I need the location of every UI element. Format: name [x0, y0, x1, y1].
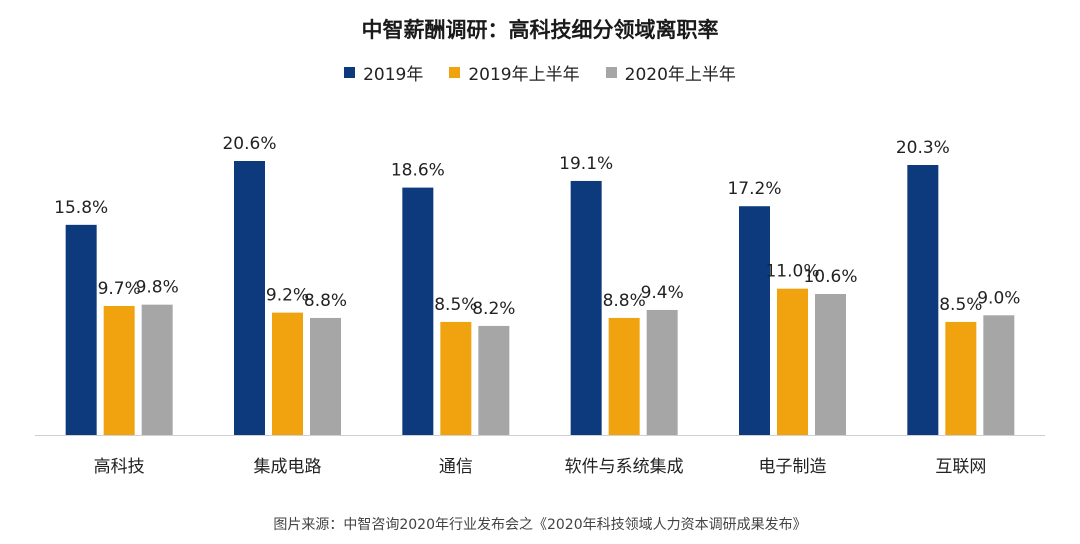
data-label-2019-h1-5: 11.0% — [765, 262, 819, 282]
bar-2020-h1-4 — [646, 309, 678, 435]
data-label-2020-h1-6: 9.0% — [977, 288, 1020, 308]
legend-swatch-2019-h1 — [449, 67, 461, 78]
data-label-2019-2: 20.6% — [222, 134, 276, 154]
bar-2019-h1-1 — [103, 305, 135, 435]
bar-2020-h1-6 — [983, 315, 1015, 435]
data-label-2020-h1-1: 9.8% — [136, 278, 179, 298]
bar-2019-h1-2 — [272, 312, 303, 435]
bar-2019-4 — [570, 180, 602, 435]
chart-title: 中智薪酬调研：高科技细分领域离职率 — [361, 18, 719, 42]
bar-2020-h1-5 — [815, 294, 846, 435]
bar-2019-6 — [907, 164, 939, 435]
bar-2019-2 — [234, 161, 265, 435]
bar-2019-h1-3 — [440, 321, 472, 435]
category-label-2: 集成电路 — [254, 457, 322, 477]
data-label-2019-h1-6: 8.5% — [939, 295, 982, 315]
data-label-2019-h1-3: 8.5% — [434, 295, 477, 315]
data-label-2019-h1-4: 8.8% — [603, 291, 646, 311]
bar-2020-h1-2 — [310, 317, 341, 435]
data-label-2019-5: 17.2% — [727, 179, 781, 199]
bar-2019-h1-4 — [608, 317, 640, 435]
data-label-2020-h1-5: 10.6% — [803, 267, 857, 287]
legend-swatch-2019 — [344, 67, 356, 78]
category-label-3: 通信 — [439, 457, 473, 477]
legend-label-2020-h1: 2020年上半年 — [624, 65, 736, 85]
data-label-2019-3: 18.6% — [391, 161, 445, 181]
category-label-6: 互联网 — [935, 457, 986, 477]
legend-item-2020-h1: 2020年上半年 — [605, 60, 736, 85]
legend-label-2019: 2019年 — [363, 65, 424, 85]
bar-2019-1 — [65, 224, 97, 435]
chart-legend: 2019年 2019年上半年 2020年上半年 — [0, 60, 1080, 85]
data-label-2020-h1-4: 9.4% — [641, 283, 684, 303]
data-label-2020-h1-2: 8.8% — [304, 291, 347, 311]
source-note: 图片来源：中智咨询2020年行业发布会之《2020年科技领域人力资本调研成果发布… — [273, 517, 807, 533]
data-label-2019-h1-2: 9.2% — [266, 286, 309, 306]
category-label-1: 高科技 — [94, 457, 145, 477]
legend-item-2019: 2019年 — [344, 60, 423, 85]
bar-2020-h1-1 — [141, 304, 173, 435]
bar-2019-h1-5 — [777, 288, 808, 435]
data-label-2020-h1-3: 8.2% — [472, 299, 515, 319]
bar-2019-h1-6 — [945, 321, 977, 435]
category-label-4: 软件与系统集成 — [565, 457, 684, 477]
data-label-2019-4: 19.1% — [559, 154, 613, 174]
bar-2020-h1-3 — [478, 325, 510, 435]
legend-swatch-2020-h1 — [605, 67, 617, 78]
data-label-2019-6: 20.3% — [896, 138, 950, 158]
bar-2019-5 — [739, 206, 770, 435]
data-label-2019-h1-1: 9.7% — [98, 279, 141, 299]
category-label-5: 电子制造 — [759, 457, 827, 477]
bar-2019-3 — [402, 187, 434, 435]
legend-label-2019-h1: 2019年上半年 — [468, 65, 580, 85]
legend-item-2019-h1: 2019年上半年 — [449, 60, 580, 85]
data-label-2019-1: 15.8% — [54, 198, 108, 218]
